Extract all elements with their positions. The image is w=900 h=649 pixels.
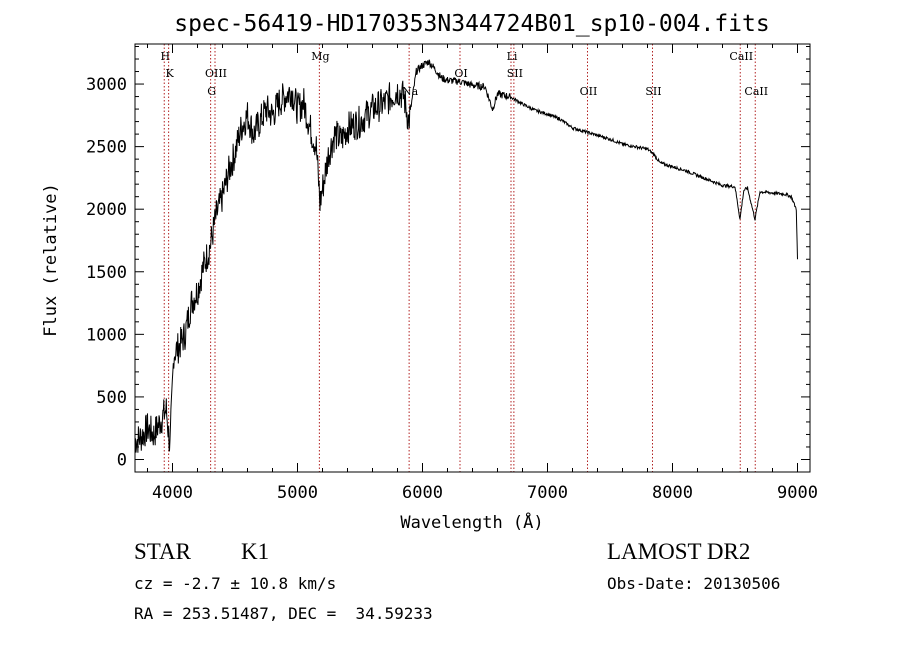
x-tick-label: 4000 bbox=[152, 483, 193, 503]
sky-coordinates: RA = 253.51487, DEC = 34.59233 bbox=[134, 604, 433, 623]
y-tick-label: 2000 bbox=[86, 200, 127, 220]
spectrum-series-layer bbox=[135, 59, 798, 453]
y-tick-label: 2500 bbox=[86, 138, 127, 158]
x-tick-label: 5000 bbox=[277, 483, 318, 503]
line-label-h: H bbox=[160, 50, 170, 63]
line-label-na: Na bbox=[402, 85, 419, 98]
redshift-velocity: cz = -2.7 ± 10.8 km/s bbox=[134, 574, 337, 593]
x-tick-label: 7000 bbox=[527, 483, 568, 503]
line-label-sii: SII bbox=[645, 85, 661, 98]
y-tick-label: 0 bbox=[117, 450, 127, 470]
plot-axes: 4000 5000 6000 7000 8000 9000 0 500 1000 1500 2000… bbox=[86, 43, 818, 503]
line-label-caii: CaII bbox=[729, 50, 753, 63]
y-axis-label: Flux (relative) bbox=[41, 183, 61, 337]
x-tick-label: 9000 bbox=[777, 483, 818, 503]
line-label-li: Li bbox=[507, 50, 518, 63]
line-label-mg: Mg bbox=[311, 50, 329, 63]
y-tick-label: 1500 bbox=[86, 263, 127, 283]
line-label-oi: OI bbox=[454, 67, 467, 80]
y-tick-label: 3000 bbox=[86, 75, 127, 95]
line-label-k: K bbox=[166, 67, 175, 80]
spectrum-line bbox=[135, 59, 798, 453]
y-tick-label: 1000 bbox=[86, 325, 127, 345]
emission-line-markers: HK OIII G Mg Na OI Li SII OII SII CaII CaII bbox=[160, 44, 768, 472]
line-label-g: G bbox=[207, 85, 216, 98]
survey-label: LAMOST DR2 bbox=[607, 539, 751, 564]
plot-frame bbox=[134, 43, 811, 473]
x-tick-label: 8000 bbox=[652, 483, 693, 503]
x-tick-label: 6000 bbox=[402, 483, 443, 503]
line-label-caii: CaII bbox=[744, 85, 768, 98]
chart-title: spec-56419-HD170353N344724B01_sp10-004.f… bbox=[174, 11, 769, 37]
line-label-oii: OII bbox=[580, 85, 598, 98]
line-label-sii: SII bbox=[507, 67, 523, 80]
observation-date: Obs-Date: 20130506 bbox=[607, 574, 781, 593]
y-tick-label: 500 bbox=[96, 388, 127, 408]
object-class: STAR bbox=[134, 539, 191, 564]
line-label-oiii: OIII bbox=[205, 67, 227, 80]
x-axis-label: Wavelength (Å) bbox=[400, 511, 543, 533]
object-subclass: K1 bbox=[241, 539, 270, 564]
